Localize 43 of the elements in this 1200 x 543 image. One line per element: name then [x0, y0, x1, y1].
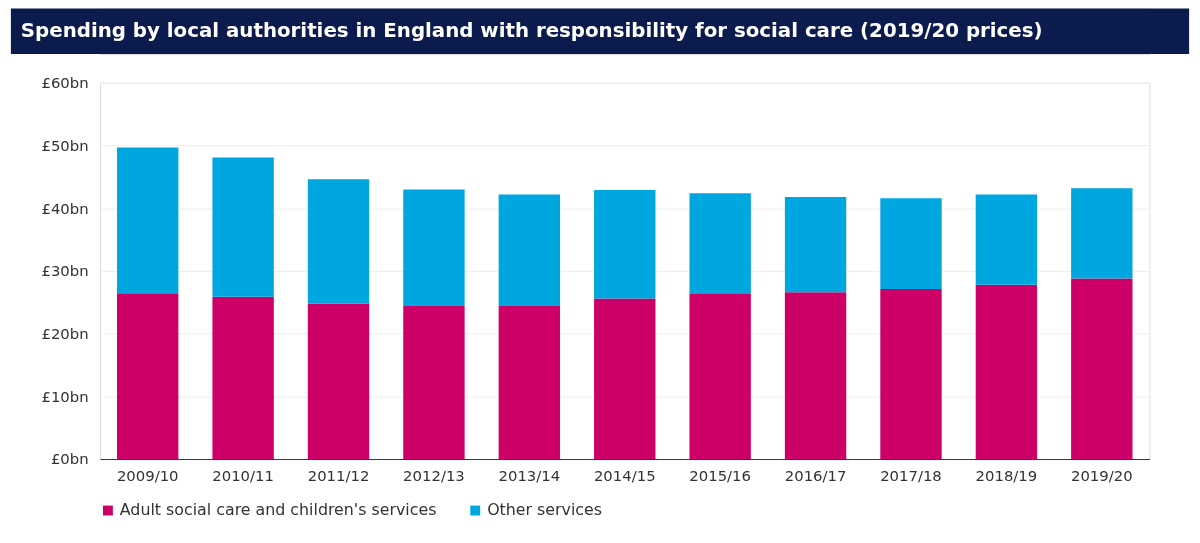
x-tick-label: 2014/15 [593, 467, 656, 486]
bar [880, 289, 942, 460]
y-tick-label: £60bn [41, 74, 89, 93]
bar [1071, 278, 1133, 460]
y-tick-label: £10bn [41, 387, 89, 406]
y-tick-label: £50bn [41, 136, 89, 155]
bar [975, 194, 1038, 285]
bar [784, 292, 847, 460]
bar [117, 294, 179, 460]
x-tick-label: 2016/17 [784, 467, 847, 486]
bar [594, 190, 656, 299]
bar [498, 194, 561, 307]
bar [117, 147, 179, 295]
bar [689, 193, 751, 295]
legend-label: Adult social care and children's services [119, 500, 437, 520]
bar [1071, 188, 1133, 279]
bar [689, 294, 751, 460]
x-tick-label: 2009/10 [116, 467, 179, 486]
y-tick-label: £0bn [50, 450, 89, 469]
bar [784, 196, 847, 293]
x-tick-label: 2017/18 [880, 467, 942, 486]
x-tick-label: 2013/14 [498, 467, 561, 486]
bar [307, 303, 370, 460]
bar [880, 198, 942, 290]
x-tick-label: 2011/12 [307, 467, 370, 486]
bar [212, 296, 274, 460]
bar [403, 189, 465, 307]
bar [307, 179, 370, 304]
bar [594, 298, 656, 460]
chart-title: Spending by local authorities in England with responsibility for social care (2019/20 prices) [20, 19, 1043, 43]
y-tick-label: £40bn [41, 199, 89, 218]
legend-label: Other services [487, 500, 603, 520]
y-tick-label: £20bn [41, 325, 89, 344]
y-tick-label: £30bn [41, 262, 89, 281]
x-tick-label: 2010/11 [212, 467, 274, 486]
bar [498, 306, 561, 460]
bar [975, 284, 1038, 460]
x-tick-label: 2015/16 [689, 467, 751, 486]
bar [212, 157, 274, 297]
x-tick-label: 2019/20 [1070, 467, 1133, 486]
x-tick-label: 2018/19 [975, 467, 1038, 486]
x-tick-label: 2012/13 [403, 467, 465, 486]
bar [403, 306, 465, 460]
